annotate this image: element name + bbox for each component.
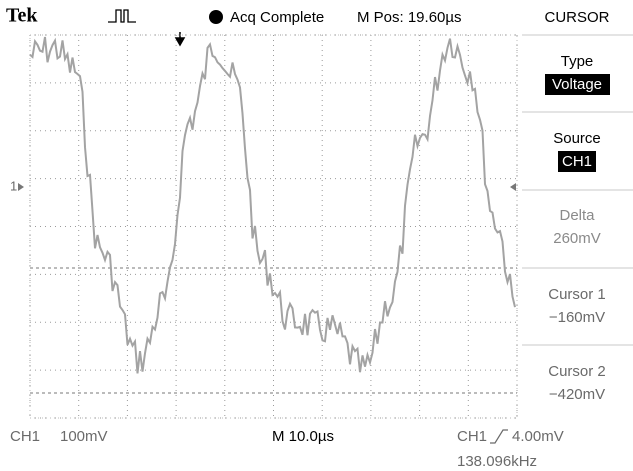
brand: Tek <box>6 5 38 27</box>
channel-label: CH1 <box>10 428 40 445</box>
trigger-level-arrow <box>510 183 516 191</box>
trigger-source: CH1 <box>457 428 487 445</box>
menu-label: Type <box>561 53 594 70</box>
graticule-border <box>29 34 518 419</box>
menu-highlight <box>558 151 596 172</box>
trigger-icon <box>108 9 136 23</box>
menu-title: CURSOR <box>544 9 609 26</box>
m-position: M Pos: 19.60µs <box>357 9 462 26</box>
graticule <box>29 34 518 419</box>
menu-value: −160mV <box>549 309 605 326</box>
menu-label: Cursor 2 <box>548 363 606 380</box>
menu-value: 260mV <box>553 230 601 247</box>
channel-scale: 100mV <box>60 428 108 445</box>
menu-value: −420mV <box>549 386 605 403</box>
menu-value[interactable]: CH1 <box>562 153 592 170</box>
menu-value[interactable]: Voltage <box>552 76 602 93</box>
waveform <box>29 36 516 374</box>
trigger-level: 4.00mV <box>512 428 564 445</box>
menu-label: Delta <box>559 207 595 224</box>
frequency: 138.096kHz <box>457 453 537 470</box>
menu-highlight <box>545 74 610 95</box>
acq-status: Acq Complete <box>230 9 324 26</box>
trigger-position-marker <box>174 32 186 47</box>
status-dot <box>209 10 223 24</box>
trigger-slope-icon <box>490 429 508 444</box>
timebase: M 10.0µs <box>272 428 334 445</box>
channel-arrow <box>18 183 24 191</box>
menu-label: Source <box>553 130 601 147</box>
menu-label: Cursor 1 <box>548 286 606 303</box>
channel-marker: 1 <box>10 178 17 193</box>
